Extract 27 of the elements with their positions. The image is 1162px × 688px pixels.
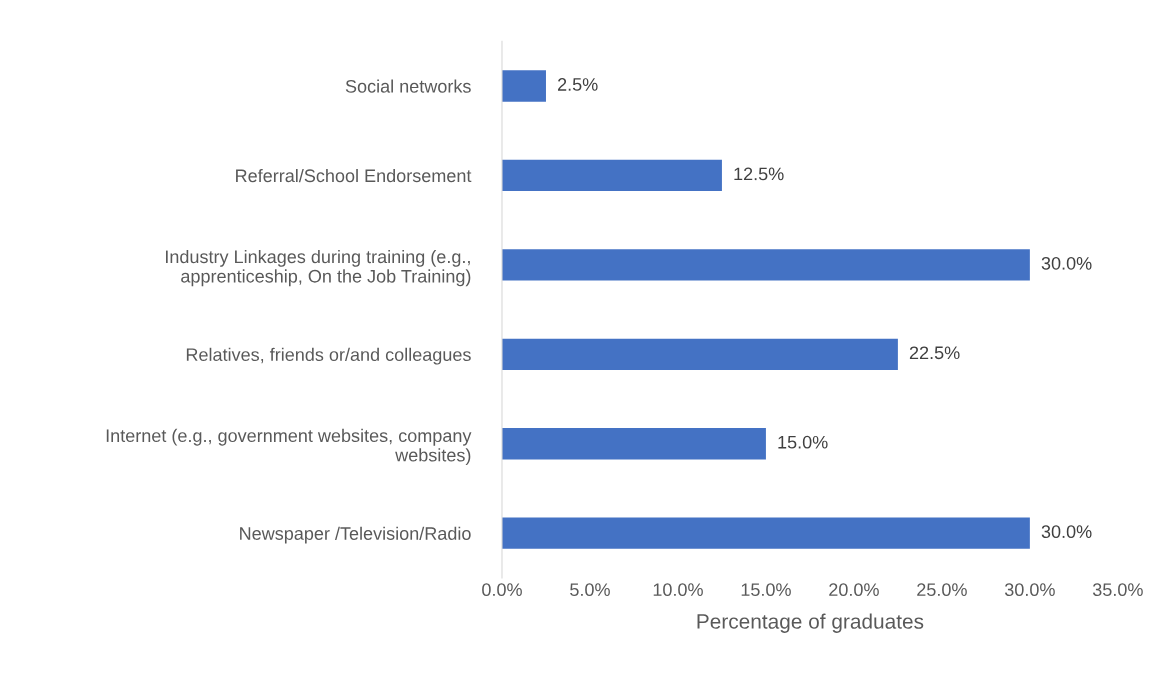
bar [501,159,722,192]
y-tick-label: Social networks [345,79,471,93]
y-tick-label: Internet (e.g., government websites, company websites) [106,428,472,466]
x-tick-label: 25.0% [917,583,967,597]
x-tick-label: 20.0% [829,583,879,597]
x-axis-title: Percentage of graduates [697,613,924,633]
y-tick-label: Referral/School Endorsement [236,168,472,183]
x-tick-label: 5.0% [570,583,610,597]
data-label: 30.0% [1041,256,1092,270]
x-tick-label: 30.0% [1004,583,1055,597]
data-label: 30.0% [1041,525,1092,539]
y-tick-label: Newspaper /Television/Radio [240,526,471,544]
data-label: 15.0% [778,435,828,449]
x-tick-label: 35.0% [1092,583,1143,597]
x-tick-label: 10.0% [653,583,703,597]
data-label: 12.5% [734,167,784,181]
bar [501,70,546,102]
bar [501,428,766,460]
y-tick-label: Relatives, friends or/and colleagues [186,347,471,365]
bar [501,517,1030,549]
x-tick-label: 15.0% [741,583,791,597]
data-label: 2.5% [557,78,598,91]
bar [501,338,898,370]
y-tick-label: Industry Linkages during training (e.g., apprenticeship, On the Job Training) [166,249,471,287]
data-label: 22.5% [909,346,960,360]
x-tick-label: 0.0% [482,583,522,597]
bar [501,249,1030,281]
